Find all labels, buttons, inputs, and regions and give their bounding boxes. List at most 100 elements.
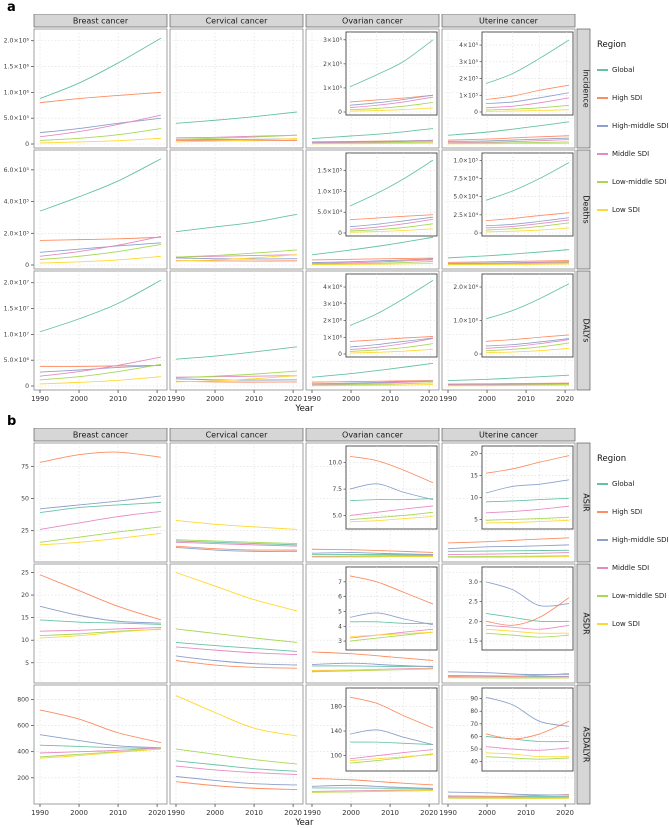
series-line <box>39 627 162 632</box>
inset-series-line <box>485 597 570 626</box>
facet-col-label: Uterine cancer <box>479 431 539 440</box>
series-line <box>39 510 162 530</box>
facet-row-label: Deaths <box>582 195 591 223</box>
x-tick-label: 2000 <box>206 809 224 817</box>
legend-line-swatch <box>597 209 608 211</box>
series-line <box>447 555 570 558</box>
inset-series-line <box>349 612 434 626</box>
series-line <box>39 376 162 385</box>
inset-tick-label: 4×10⁶ <box>323 284 342 291</box>
inset-series-line <box>485 39 570 84</box>
inset-series-line <box>485 338 570 347</box>
inset-series-line <box>485 342 570 352</box>
inset-series-line <box>349 696 434 729</box>
inset-series-line <box>349 729 434 746</box>
legend-item: High-middle SDI <box>597 526 669 554</box>
inset-tick-label: 7.5×10⁴ <box>453 176 478 183</box>
series-line <box>39 236 162 241</box>
series-line <box>447 544 570 550</box>
inset-series-line <box>485 505 570 514</box>
series-line <box>447 262 570 265</box>
inset-box <box>345 152 438 237</box>
inset-tick-label: 2×10⁵ <box>459 76 478 83</box>
y-tick-label: 10 <box>21 637 29 644</box>
inset-series-line <box>485 109 570 112</box>
inset-tick-label: 5.0×10⁴ <box>317 209 342 216</box>
inset-series-line <box>349 511 434 521</box>
inset-series-line <box>349 741 434 746</box>
series-line <box>447 671 570 676</box>
legend-line-swatch <box>597 511 608 513</box>
series-line <box>311 662 434 668</box>
inset-tick-label: 100 <box>331 753 343 760</box>
panel-a: a Breast cancer Cervical cancer Ovarian ca… <box>0 0 669 414</box>
y-tick-label: 800 <box>17 696 29 703</box>
legend-item: High SDI <box>597 498 669 526</box>
series-line <box>39 242 162 253</box>
series-line <box>175 642 298 652</box>
series-line <box>175 541 298 547</box>
legend-region: Region Global High SDI High-middle SDI Midd… <box>597 454 669 638</box>
series-line <box>175 660 298 669</box>
facet-row-strip <box>576 442 591 563</box>
facet-col-label: Uterine cancer <box>479 17 539 26</box>
series-line <box>175 375 298 383</box>
series-line <box>175 760 298 772</box>
legend-region: Region Global High SDI High-middle SDI Midd… <box>597 40 669 224</box>
inset-series-line <box>349 749 434 760</box>
y-tick-label: 4.0×10⁵ <box>4 199 30 206</box>
y-tick-label: 5.0×10⁵ <box>4 115 30 122</box>
series-line <box>175 111 298 124</box>
legend-title: Region <box>597 454 627 464</box>
inset-series-line <box>485 283 570 320</box>
y-tick-label: 25 <box>21 528 29 535</box>
legend-line-swatch <box>597 97 608 99</box>
inset-series-line <box>349 216 434 228</box>
legend-line-swatch <box>597 539 608 541</box>
legend-item: Global <box>597 470 669 498</box>
y-tick-label: 20 <box>21 592 29 599</box>
inset-series-line <box>349 39 434 88</box>
series-line <box>39 501 162 514</box>
series-line <box>447 384 570 387</box>
inset-series-line <box>349 96 434 109</box>
facet-col-strip <box>305 14 440 28</box>
panel-cell <box>169 270 304 391</box>
inset-tick-label: 140 <box>331 728 343 735</box>
legend-line-swatch <box>597 181 608 183</box>
legend-line-swatch <box>597 567 608 569</box>
facet-col-strip <box>441 428 576 442</box>
legend-item-label: High-middle SDI <box>612 122 669 130</box>
series-line <box>447 382 570 385</box>
inset-tick-label: 2.0×10⁶ <box>453 284 478 291</box>
series-line <box>39 734 162 749</box>
legend-item-label: High SDI <box>612 508 643 516</box>
inset-tick-label: 0 <box>338 230 342 237</box>
panel-cell <box>33 684 168 805</box>
series-line <box>39 709 162 743</box>
legend-item: Low-middle SDI <box>597 168 669 196</box>
x-tick-label: 2020 <box>148 395 166 403</box>
series-line <box>311 552 434 555</box>
inset-series-line <box>349 218 434 230</box>
series-line <box>39 243 162 260</box>
y-tick-label: 5.0×10⁶ <box>4 357 30 364</box>
series-line <box>311 778 434 786</box>
x-tick-label: 1990 <box>303 809 321 817</box>
series-line <box>447 261 570 265</box>
inset-series-line <box>349 455 434 484</box>
inset-series-line <box>349 279 434 326</box>
inset-series-line <box>485 219 570 229</box>
panel-cell <box>169 563 304 684</box>
inset-series-line <box>349 505 434 516</box>
inset-series-line <box>485 97 570 109</box>
inset-series-line <box>349 628 434 639</box>
legend-item-label: Low-middle SDI <box>612 178 667 186</box>
series-line <box>447 249 570 259</box>
inset-tick-label: 40 <box>470 759 478 766</box>
x-tick-label: 2010 <box>109 395 127 403</box>
inset-series-line <box>349 94 434 103</box>
y-tick-label: 0 <box>25 262 29 269</box>
series-line <box>175 519 298 530</box>
